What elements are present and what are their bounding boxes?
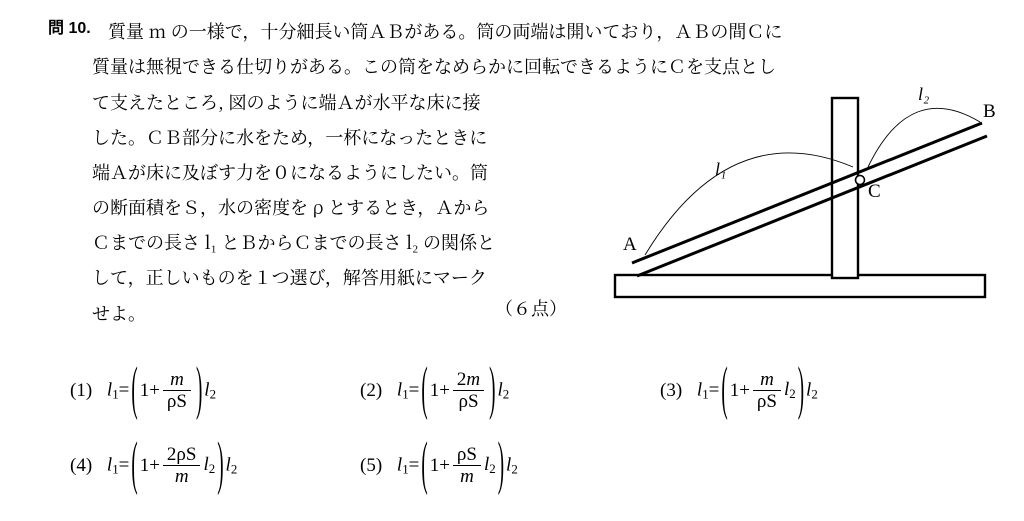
intro-line-2: 質量は無視できる仕切りがある。この筒をなめらかに回転できるようにＣを支点とし [92,49,963,84]
c4-frac-bot: m [175,466,189,487]
body-text: て支えたところ, 図のように端Ａが水平な床に接 した。ＣＢ部分に水をため，一杯に… [92,85,602,331]
C-label: C [868,181,881,202]
tube-line-upper [632,123,982,263]
choice-5: (5) l1=(1+ρSml2)l2 [360,445,518,487]
problem-figure: l₁ l₂ A B C [610,80,1000,310]
intro-text: 質量 m の一様で，十分細長い筒ＡＢがある。筒の両端は開いており，ＡＢの間Ｃに … [108,14,963,84]
body-line-3: 端Ａが床に及ぼす力を０になるようにしたい。筒 [92,155,602,190]
body-line-1: て支えたところ, 図のように端Ａが水平な床に接 [92,85,602,120]
body-line-5: Ｃまでの長さ l₁ とＢからＣまでの長さ l₂ の関係と [92,225,602,260]
body-line-6: して，正しいものを１つ選び，解答用紙にマーク [92,260,602,295]
c5-frac-top: ρS [453,445,481,465]
l1-label: l₁ [715,159,726,179]
l2-label: l₂ [918,84,929,104]
c2-frac-top-prefix: 2 [457,369,467,390]
choice-2: (2) l1=(1+2mρS)l2 [360,370,509,412]
points-label: （６点） [495,295,567,321]
tube-group [632,123,987,276]
question-number-text: 問 10. [48,20,91,37]
choice-1-num: (1) [70,380,92,402]
intro-line-1: 質量 m の一様で，十分細長い筒ＡＢがある。筒の両端は開いており，ＡＢの間Ｃに [108,14,963,49]
l2-arc [868,108,980,167]
choice-1: (1) l1=(1+mρS)l2 [70,370,216,412]
c3-frac-bot: ρS [753,390,781,412]
c2-frac-bot: ρS [453,390,484,412]
ground-rect [615,275,985,297]
body-line-2: した。ＣＢ部分に水をため，一杯になったときに [92,120,602,155]
B-label: B [983,101,996,122]
A-label: A [623,234,637,255]
choices: (1) l1=(1+mρS)l2 (2) l1=(1+2mρS)l2 (3) l… [70,370,1000,520]
choice-5-num: (5) [360,455,382,477]
c1-frac-top: m [170,369,184,390]
tube-line-lower [637,136,987,276]
body-line-4: の断面積をＳ，水の密度を ρ とするとき，Ａから [92,190,602,225]
c2-frac-top-it: m [466,369,480,390]
l1-arc [645,153,853,255]
choice-4-num: (4) [70,455,92,477]
figure-svg: l₁ l₂ A B C [610,80,1000,310]
c5-frac-bot: m [460,466,474,487]
choice-4: (4) l1=(1+2ρSml2)l2 [70,445,237,487]
c4-frac-top: 2ρS [163,445,201,465]
pivot-icon [856,176,865,185]
question-number: 問 10. [48,14,91,38]
choice-2-num: (2) [360,380,382,402]
c1-frac-bot: ρS [163,390,191,412]
points-text: （６点） [495,295,567,321]
choice-3-num: (3) [660,380,682,402]
choice-3: (3) l1=(1+mρSl2)l2 [660,370,818,412]
c3-frac-top: m [760,369,774,390]
